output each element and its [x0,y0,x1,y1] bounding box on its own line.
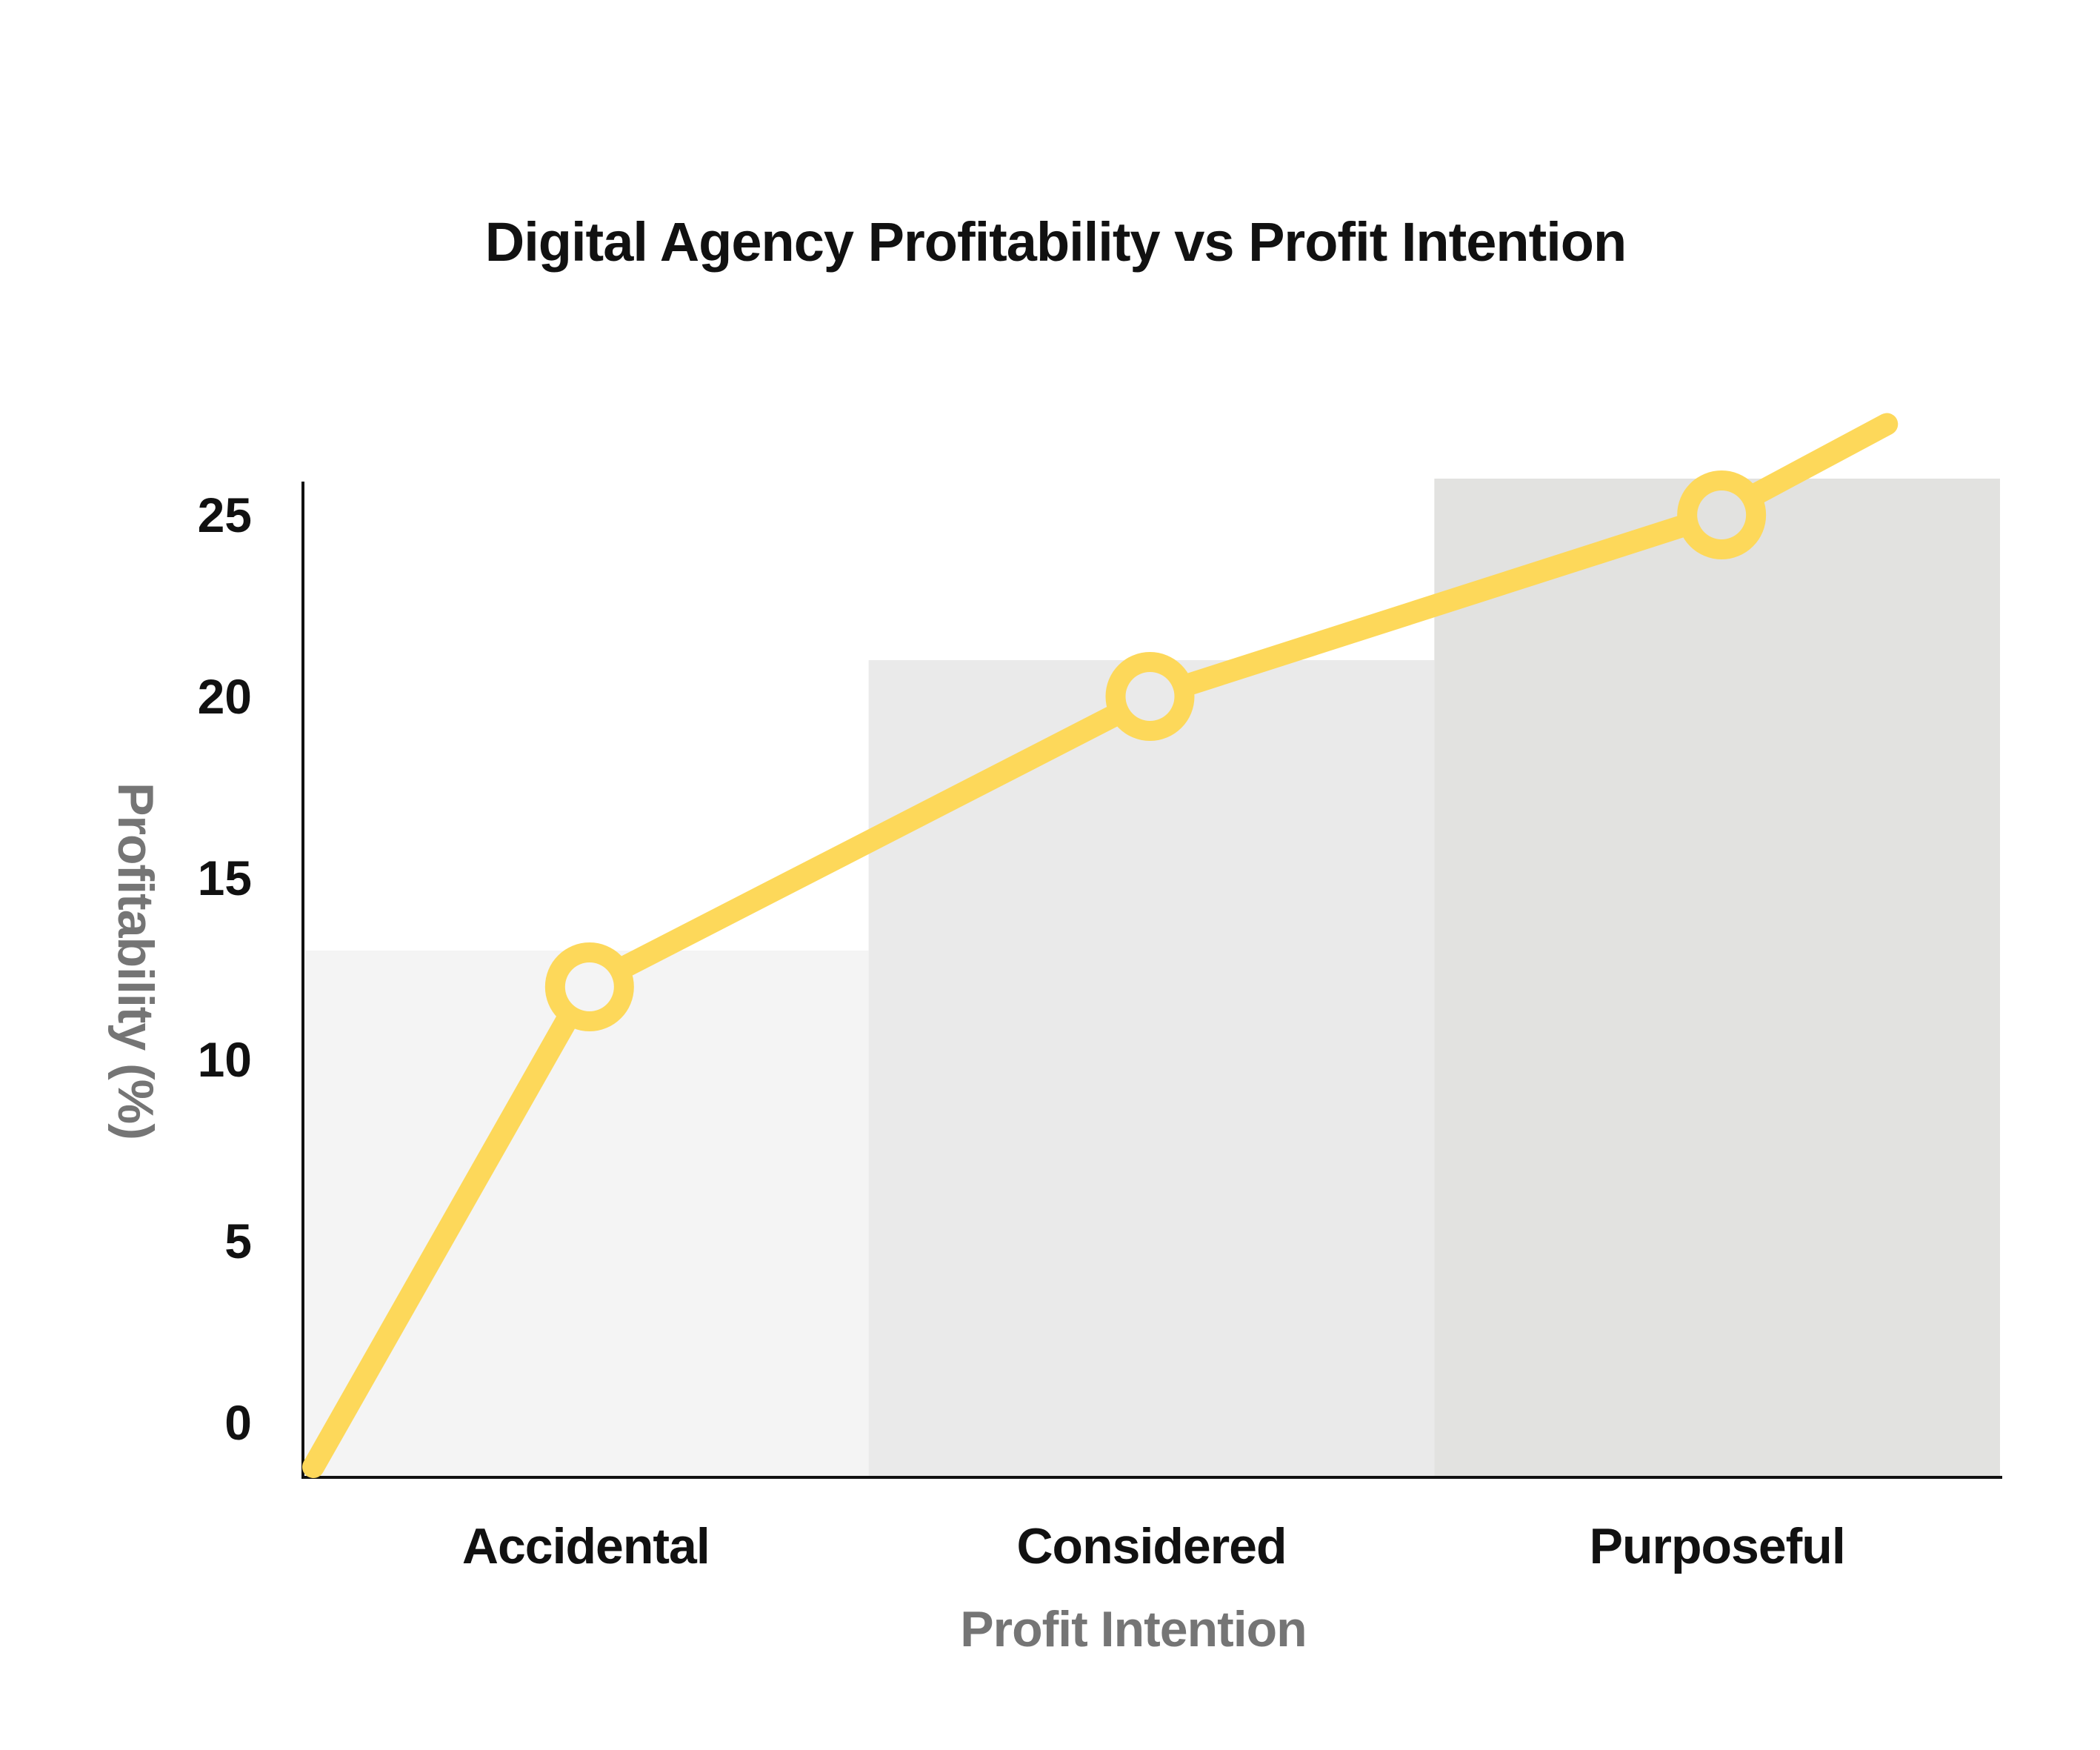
chart-title: Digital Agency Profitability vs Profit I… [485,211,1626,273]
trend-line-group [302,413,1899,1478]
x-category-labels: Accidental Considered Purposeful [462,1518,1846,1574]
y-tick-label-25: 25 [198,488,252,542]
y-tick-label-5: 5 [224,1214,252,1268]
marker-center-purposeful [1697,490,1747,539]
x-axis-title: Profit Intention [960,1601,1306,1657]
marker-center-accidental [564,962,614,1011]
bar-accidental [306,951,869,1477]
marker-center-considered [1125,672,1175,721]
y-tick-label-20: 20 [198,669,252,724]
y-tick-label-10: 10 [198,1032,252,1087]
x-category-label-purposeful: Purposeful [1590,1518,1845,1574]
y-tick-labels: 0 5 10 15 20 25 [198,488,252,1450]
y-axis-title: Profitability (%) [107,782,164,1140]
x-category-label-accidental: Accidental [462,1518,710,1574]
y-tick-label-0: 0 [224,1395,252,1450]
y-tick-label-15: 15 [198,851,252,905]
bar-purposeful [1434,479,2000,1477]
x-category-label-considered: Considered [1016,1518,1286,1574]
bar-considered [868,660,1435,1477]
